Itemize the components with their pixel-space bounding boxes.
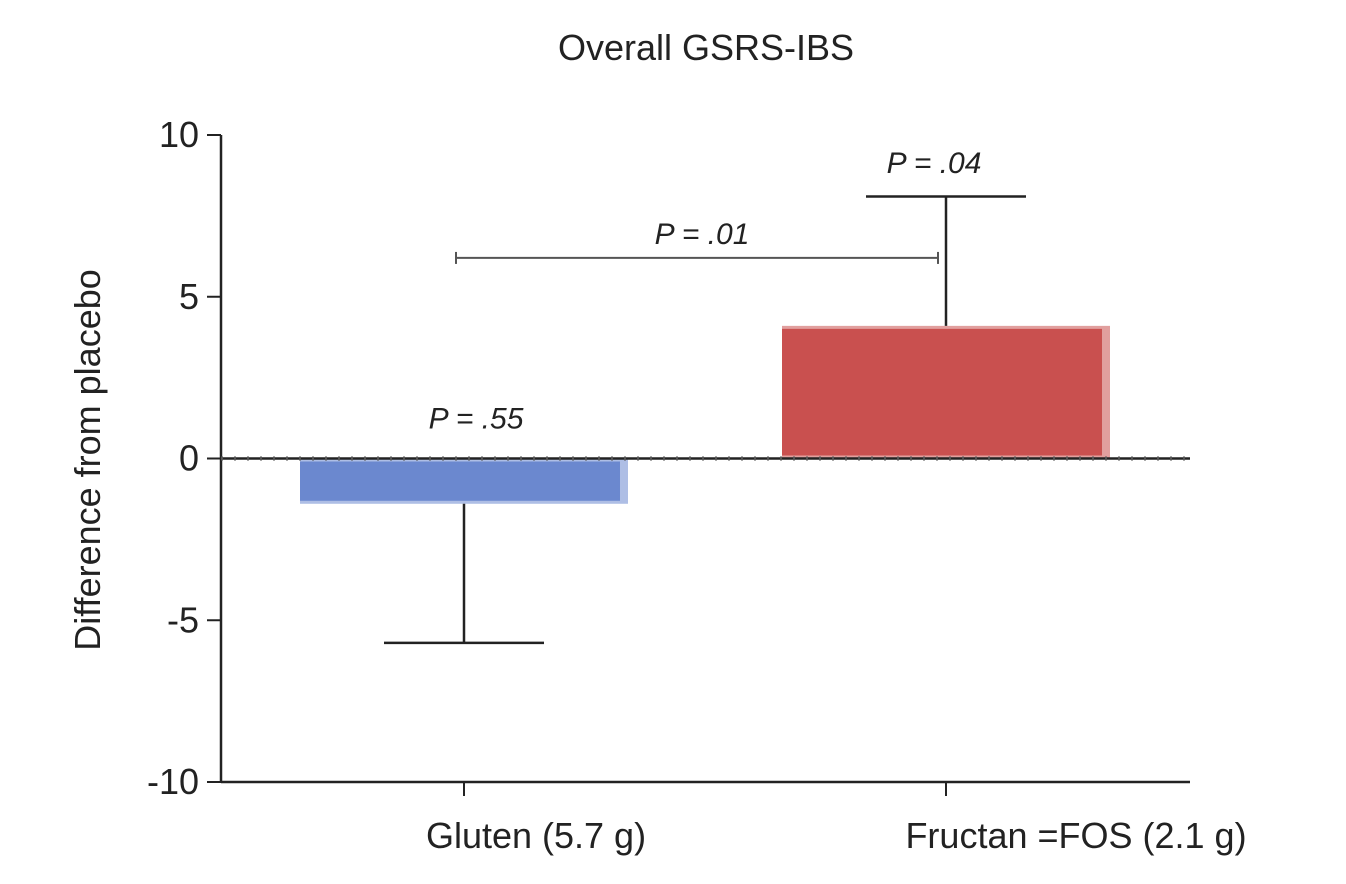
y-tick-label-3: -5 — [167, 599, 199, 640]
chart-title: Overall GSRS-IBS — [558, 27, 854, 68]
p-value-label-0: P = .55 — [429, 402, 524, 435]
p-value-label-2: P = .01 — [655, 218, 750, 251]
y-tick-label-0: 10 — [159, 114, 199, 155]
x-tick-label-0: Gluten (5.7 g) — [426, 815, 646, 856]
bar-0 — [300, 461, 620, 501]
error-bars — [384, 195, 1026, 645]
y-tick-label-2: 0 — [179, 438, 199, 479]
x-tick-label-1: Fructan =FOS (2.1 g) — [905, 815, 1246, 856]
y-ticks: 10 5 0 -5 -10 — [147, 114, 221, 802]
y-axis-label: Difference from placebo — [67, 269, 108, 651]
p-value-label-1: P = .04 — [887, 147, 982, 180]
y-tick-label-4: -10 — [147, 761, 199, 802]
x-tick-labels: Gluten (5.7 g) Fructan =FOS (2.1 g) — [426, 815, 1247, 856]
bars — [300, 325, 1110, 504]
bar-1 — [782, 328, 1102, 456]
y-tick-label-1: 5 — [179, 276, 199, 317]
annotations: P = .55 P = .04 P = .01 — [429, 147, 982, 436]
